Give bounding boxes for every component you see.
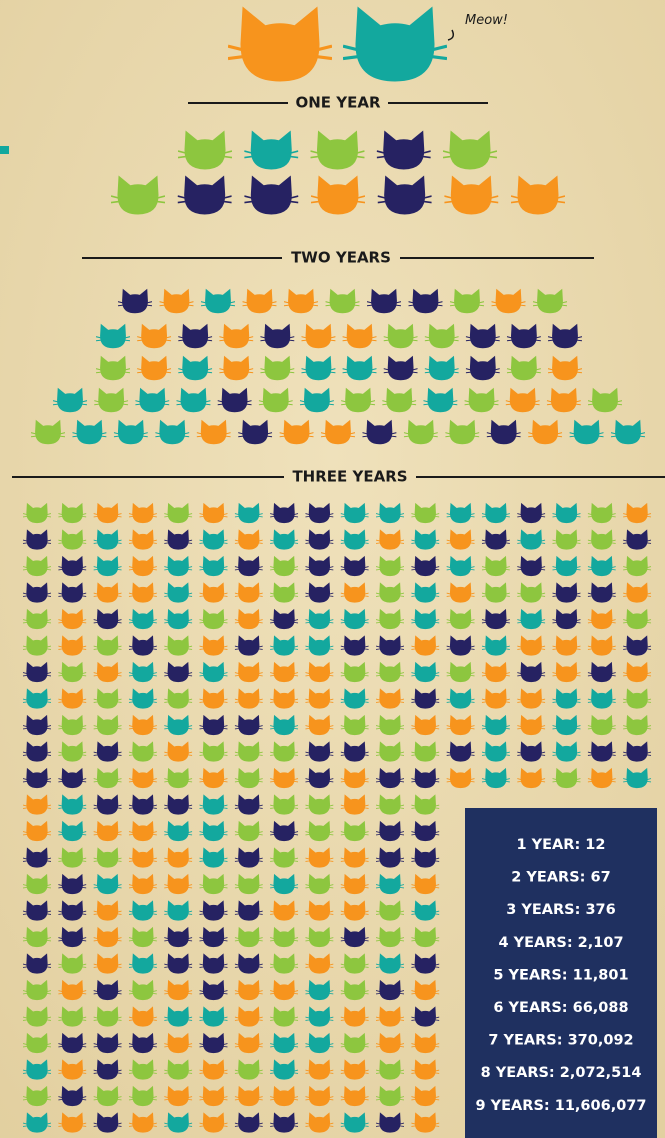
stat-line: 9 YEARS: 11,606,077 xyxy=(476,1098,647,1114)
stat-line: 2 YEARS: 67 xyxy=(511,870,610,886)
meow-note: Meow! xyxy=(465,13,508,28)
edge-mark xyxy=(0,146,9,154)
section-title: TWO YEARS xyxy=(291,249,391,267)
stat-line: 8 YEARS: 2,072,514 xyxy=(481,1065,642,1081)
section-title: ONE YEAR xyxy=(295,94,380,112)
stat-line: 6 YEARS: 66,088 xyxy=(493,1000,628,1016)
stat-line: 5 YEARS: 11,801 xyxy=(493,967,628,983)
infographic: Meow! ONE YEAR TWO YEARS THREE YEARS 1 Y… xyxy=(0,0,665,1138)
page: Meow! ONE YEAR TWO YEARS THREE YEARS 1 Y… xyxy=(0,0,665,1138)
section-title: THREE YEARS xyxy=(292,468,407,486)
stat-line: 4 YEARS: 2,107 xyxy=(498,935,623,951)
stat-line: 7 YEARS: 370,092 xyxy=(488,1033,633,1049)
stat-line: 1 YEAR: 12 xyxy=(517,837,606,853)
stat-line: 3 YEARS: 376 xyxy=(506,902,616,918)
